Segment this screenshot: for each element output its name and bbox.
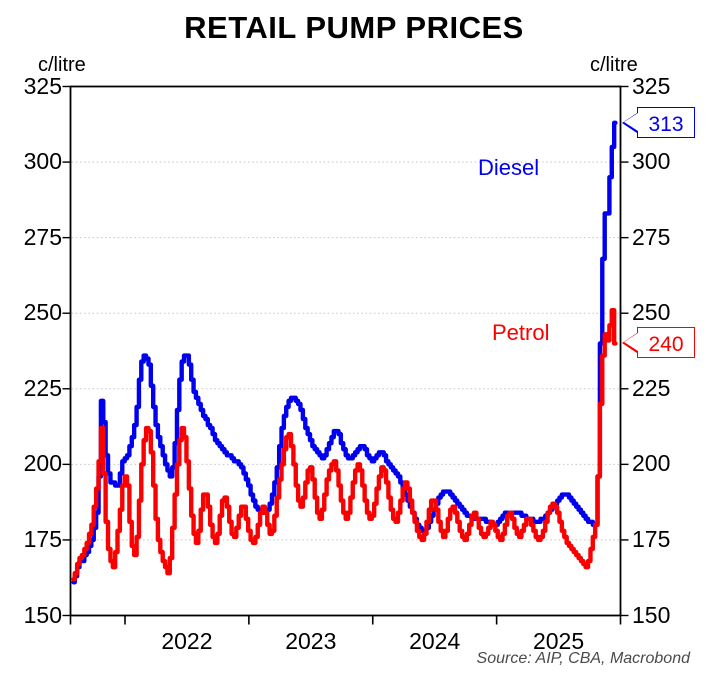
y-tick-label-left: 150 — [23, 601, 62, 628]
y-tick-label-right: 325 — [632, 72, 671, 99]
x-tick-label-2022: 2022 — [161, 627, 213, 654]
y-tick-label-right: 250 — [632, 299, 671, 326]
x-tick-label-2024: 2024 — [409, 627, 461, 654]
y-tick-label-left: 175 — [23, 525, 62, 552]
callout-tail-inner — [624, 333, 638, 352]
callout-petrol-value: 240 — [637, 327, 695, 359]
series-label-petrol: Petrol — [492, 320, 550, 345]
x-tick-label-2023: 2023 — [285, 627, 337, 654]
y-tick-label-right: 200 — [632, 450, 671, 477]
y-axis-unit-left: c/litre — [38, 54, 86, 76]
y-tick-label-right: 275 — [632, 223, 671, 250]
callout-diesel-value: 313 — [637, 106, 695, 138]
y-tick-label-left: 300 — [23, 148, 62, 175]
y-tick-label-right: 225 — [632, 374, 671, 401]
y-tick-label-left: 250 — [23, 299, 62, 326]
y-tick-label-right: 175 — [632, 525, 671, 552]
y-tick-label-left: 325 — [23, 72, 62, 99]
y-tick-label-right: 150 — [632, 601, 671, 628]
page-title: RETAIL PUMP PRICES — [184, 10, 524, 45]
series-label-diesel: Diesel — [478, 155, 540, 180]
y-tick-label-left: 200 — [23, 450, 62, 477]
y-axis-unit-right: c/litre — [590, 54, 638, 76]
y-tick-label-left: 225 — [23, 374, 62, 401]
y-tick-label-left: 275 — [23, 223, 62, 250]
source-note: Source: AIP, CBA, Macrobond — [476, 650, 690, 667]
callout-tail-inner — [624, 112, 638, 131]
y-tick-label-right: 300 — [632, 148, 671, 175]
x-tick-label-2025: 2025 — [532, 627, 585, 654]
